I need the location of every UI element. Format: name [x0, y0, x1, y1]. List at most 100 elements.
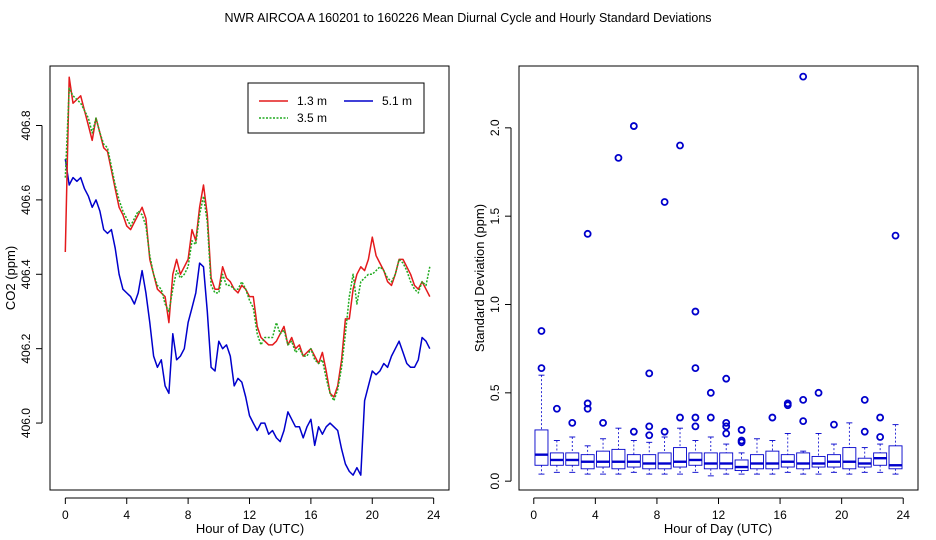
boxplot-hour-3-5: [580, 229, 595, 475]
box-iqr: [611, 448, 626, 470]
legend-label-5-1m: 5.1 m: [382, 94, 412, 108]
boxplot-hour-16-5: [780, 399, 795, 473]
outlier-point: [660, 427, 669, 436]
outlier-point: [568, 418, 577, 427]
boxplot-hour-19-5: [827, 420, 841, 473]
outlier-point: [691, 307, 700, 316]
outlier-point: [583, 229, 592, 238]
left-y-tick-label: 406.2: [19, 333, 33, 363]
left-x-tick-label: 24: [427, 508, 441, 522]
left-y-tick-label: 406.4: [19, 259, 33, 289]
outlier-point: [629, 427, 638, 436]
outlier-point: [691, 422, 700, 431]
left-panel-co2-diurnal: 0 4 8 12 16 20 24 406.0 406.2 406.4 406.6 406.8 Ho…: [3, 65, 450, 536]
right-x-tick-label: 16: [773, 508, 787, 522]
outlier-point: [799, 395, 808, 404]
box-iqr: [534, 429, 549, 466]
box-iqr: [673, 447, 687, 468]
outlier-point: [722, 422, 731, 431]
right-x-axis: 0 4 8 12 16 20 24: [530, 497, 911, 522]
outlier-point: [660, 198, 669, 206]
legend-box: [247, 82, 425, 134]
boxplot-hour-4-5: [596, 418, 610, 475]
boxplot-hour-9-5: [673, 141, 687, 475]
box-iqr: [719, 452, 734, 470]
boxplot-hour-7-5: [642, 369, 657, 475]
box-iqr: [842, 447, 857, 470]
right-y-tick-label: 0.5: [488, 384, 502, 401]
outlier-point: [860, 395, 869, 404]
boxplot-hour-22-5: [873, 413, 888, 473]
right-y-axis-label: Standard Deviation (ppm): [472, 204, 487, 352]
right-x-tick-label: 20: [835, 508, 849, 522]
boxplot-hour-0-5: [534, 327, 549, 475]
boxplot-hour-18-5: [811, 388, 826, 475]
outlier-point: [645, 422, 654, 431]
box-iqr: [888, 445, 903, 470]
outlier-point: [706, 413, 715, 422]
boxplot-hour-13-5: [734, 426, 749, 475]
outlier-point: [599, 418, 607, 427]
box-iqr: [811, 455, 826, 468]
boxplot-hour-12-5: [719, 374, 734, 475]
figure-title: NWR AIRCOA A 160201 to 160226 Mean Diurn…: [224, 11, 711, 25]
outlier-point: [706, 388, 715, 397]
left-x-tick-label: 8: [185, 508, 192, 522]
boxplot-hour-10-5: [688, 307, 703, 473]
outlier-point: [552, 404, 561, 413]
boxplot-hour-11-5: [703, 388, 718, 477]
outlier-point: [614, 153, 623, 162]
left-x-tick-label: 4: [123, 508, 130, 522]
legend-label-1-3m: 1.3 m: [297, 94, 327, 108]
right-y-tick-label: 1.5: [488, 208, 502, 225]
outlier-point: [799, 417, 808, 426]
outlier-point: [737, 426, 746, 434]
boxplot-hour-21-5: [857, 395, 872, 473]
boxplot-hour-5-5: [611, 153, 626, 475]
outlier-point: [814, 388, 823, 397]
right-x-tick-label: 8: [654, 508, 661, 522]
outlier-point: [722, 374, 731, 383]
outlier-point: [876, 433, 885, 441]
outlier-point: [645, 431, 654, 440]
box-iqr: [703, 452, 718, 470]
legend-label-3-5m: 3.5 m: [297, 111, 327, 125]
boxplot-hour-20-5: [842, 422, 857, 475]
left-y-axis: 406.0 406.2 406.4 406.6 406.8: [19, 110, 43, 438]
boxplot-hour-8-5: [657, 198, 672, 475]
right-plot-frame: [518, 65, 919, 491]
outlier-point: [876, 413, 885, 422]
left-x-axis: 0 4 8 12 16 20 24: [62, 497, 441, 522]
right-x-tick-label: 12: [712, 508, 726, 522]
box-iqr: [642, 454, 657, 470]
outlier-point: [737, 438, 746, 447]
left-y-tick-label: 406.0: [19, 408, 33, 438]
legend: 1.3 m 5.1 m 3.5 m: [247, 82, 425, 134]
outlier-point: [768, 413, 777, 422]
boxplot-hour-14-5: [750, 438, 764, 475]
left-y-axis-label: CO2 (ppm): [3, 246, 18, 310]
outlier-point: [629, 122, 638, 130]
box-iqr: [734, 459, 749, 472]
right-x-tick-label: 0: [530, 508, 537, 522]
left-x-tick-label: 0: [62, 508, 69, 522]
left-x-axis-label: Hour of Day (UTC): [196, 521, 304, 536]
box-iqr: [796, 452, 811, 470]
left-x-tick-label: 16: [304, 508, 318, 522]
left-series-lines: [64, 76, 431, 476]
outlier-point: [645, 369, 654, 378]
left-y-tick-label: 406.6: [19, 185, 33, 215]
outlier-point: [691, 364, 700, 373]
box-iqr: [657, 452, 672, 470]
outlier-point: [583, 404, 592, 413]
right-y-axis: 0.0 0.5 1.0 1.5 2.0: [488, 119, 512, 490]
left-plot-frame: [49, 65, 450, 491]
box-iqr: [596, 450, 610, 468]
series-line-5-1-m: [64, 158, 431, 476]
boxplot-hour-17-5: [796, 72, 811, 475]
right-x-tick-label: 24: [897, 508, 911, 522]
outlier-point: [830, 420, 838, 429]
boxplot-hour-23-5: [888, 231, 903, 475]
left-y-tick-label: 406.8: [19, 110, 33, 140]
